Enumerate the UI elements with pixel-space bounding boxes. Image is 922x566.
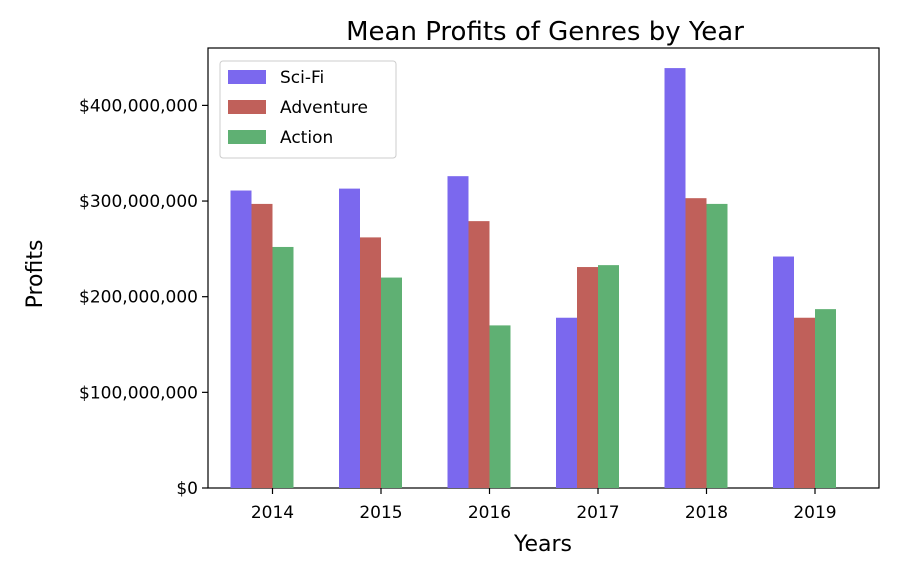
bar-action-2016 xyxy=(489,325,511,488)
x-tick-label: 2016 xyxy=(468,503,511,523)
bar-adventure-2019 xyxy=(794,317,815,488)
x-axis-label: Years xyxy=(513,532,572,557)
bar-sci-fi-2019 xyxy=(773,256,794,488)
x-tick-label: 2019 xyxy=(793,503,836,523)
y-tick-label: $400,000,000 xyxy=(79,96,198,116)
bar-sci-fi-2015 xyxy=(339,188,360,488)
legend-label: Sci-Fi xyxy=(280,68,324,88)
legend-swatch xyxy=(228,130,266,144)
y-tick-label: $300,000,000 xyxy=(79,192,198,212)
chart-title: Mean Profits of Genres by Year xyxy=(346,17,744,47)
bar-sci-fi-2014 xyxy=(230,190,252,489)
y-tick-label: $100,000,000 xyxy=(79,383,198,403)
y-tick-label: $200,000,000 xyxy=(79,288,198,308)
bar-action-2014 xyxy=(272,246,294,488)
legend-swatch xyxy=(228,70,266,84)
bars xyxy=(230,68,836,489)
bar-action-2015 xyxy=(381,277,402,488)
x-tick-label: 2018 xyxy=(685,503,728,523)
legend-label: Action xyxy=(280,128,333,148)
x-tick-label: 2014 xyxy=(251,503,294,523)
bar-adventure-2014 xyxy=(251,203,273,489)
bar-sci-fi-2016 xyxy=(447,176,469,488)
y-axis: $0 $100,000,000 $200,000,000 $300,000,000 $4… xyxy=(79,96,208,499)
x-tick-label: 2017 xyxy=(576,503,619,523)
x-axis: 2014 2015 2016 2017 2018 2019 xyxy=(251,488,837,523)
legend-swatch xyxy=(228,100,266,114)
bar-sci-fi-2017 xyxy=(556,317,577,488)
bar-adventure-2016 xyxy=(468,221,490,488)
legend-label: Adventure xyxy=(280,98,368,118)
bar-adventure-2015 xyxy=(360,237,381,488)
bar-adventure-2018 xyxy=(685,198,707,488)
plot-frame xyxy=(207,47,880,489)
bar-sci-fi-2018 xyxy=(664,68,686,488)
bar-action-2017 xyxy=(598,265,619,488)
x-tick-label: 2015 xyxy=(359,503,402,523)
y-axis-label: Profits xyxy=(23,240,48,309)
bar-action-2019 xyxy=(815,309,836,488)
y-tick-label: $0 xyxy=(176,479,198,499)
legend: Sci-Fi Adventure Action xyxy=(219,60,397,159)
bar-adventure-2017 xyxy=(577,267,598,488)
bar-action-2018 xyxy=(706,203,728,489)
